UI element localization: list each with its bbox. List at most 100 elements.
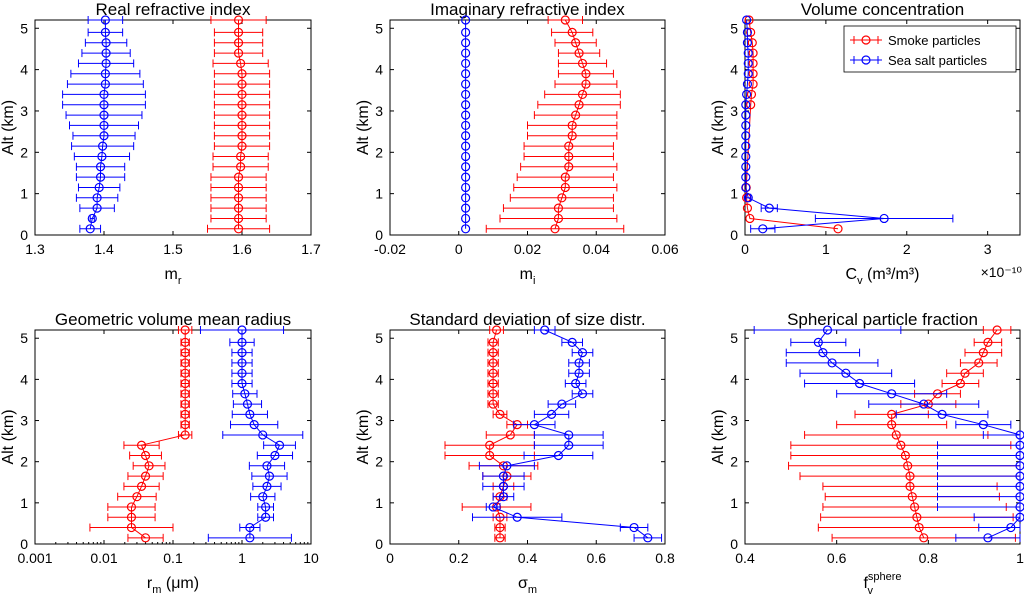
data-point: [233, 203, 244, 213]
data-point: [461, 15, 471, 25]
y-tick-label: 4: [20, 371, 28, 387]
data-point: [742, 15, 752, 25]
x-label-sub: i: [533, 275, 535, 287]
x-label-sub: m: [528, 584, 537, 596]
data-point: [914, 522, 924, 533]
data-point: [974, 358, 984, 368]
data-point: [258, 492, 268, 502]
data-point: [813, 337, 823, 347]
data-point: [101, 48, 111, 58]
data-point: [99, 120, 109, 131]
data-point: [495, 409, 505, 419]
x-axis-label: Cv (m³/m³): [846, 266, 920, 287]
x-tick-label: -0.02: [374, 241, 406, 257]
data-point: [237, 100, 247, 110]
data-point: [233, 193, 244, 203]
series-smoke: [89, 325, 193, 543]
legend-item-seasalt: Sea salt particles: [850, 53, 987, 68]
data-point: [571, 378, 581, 389]
series-seasalt: [62, 15, 146, 234]
data-point: [742, 203, 753, 213]
x-tick-label: 1: [238, 550, 246, 566]
data-point: [746, 27, 756, 38]
data-point: [564, 440, 574, 450]
data-point: [242, 399, 253, 409]
data-point: [571, 38, 581, 48]
data-point: [564, 151, 574, 162]
data-point: [502, 461, 512, 471]
panel-5: 0 0.2 0.4 0.6 0.8 0 1 2 3 4 5 Standard deviation of…: [355, 310, 675, 596]
x-tick-label: 0.02: [514, 241, 541, 257]
data-point: [937, 409, 947, 419]
legend-label: Sea salt particles: [888, 53, 987, 68]
data-point: [764, 203, 774, 213]
x-tick-label: 0.8: [919, 550, 939, 566]
x-tick-label: 0.4: [518, 550, 538, 566]
legend-item-smoke: Smoke particles: [850, 33, 981, 48]
panel-4: 0.001 0.01 0.1 1 10 0 1 2 3 4 5 Geometric volume me…: [0, 310, 319, 596]
data-point: [905, 471, 915, 481]
data-point: [233, 38, 244, 48]
series-line: [745, 19, 839, 230]
data-point: [567, 120, 577, 131]
legend: Smoke particles Sea salt particles: [843, 25, 1017, 73]
x-label-sub: m: [152, 584, 161, 596]
data-point: [758, 224, 768, 234]
data-point: [567, 337, 577, 347]
x-tick-label: 0.6: [827, 550, 847, 566]
series-seasalt: [199, 325, 304, 543]
data-point: [136, 481, 147, 491]
data-point: [564, 141, 574, 151]
data-point: [900, 450, 911, 461]
x-tick-label: 0.01: [90, 550, 117, 566]
data-point: [903, 461, 913, 471]
data-point: [746, 100, 756, 110]
data-point: [237, 348, 247, 358]
data-point: [745, 213, 755, 224]
data-point: [550, 224, 560, 234]
y-tick-label: 1: [20, 186, 28, 202]
data-point: [748, 58, 758, 69]
data-point: [180, 420, 190, 430]
data-point: [180, 348, 190, 358]
data-point: [261, 502, 271, 512]
data-point: [818, 348, 828, 358]
data-point: [827, 358, 837, 368]
data-point: [236, 58, 246, 69]
data-point: [1015, 440, 1024, 450]
data-point: [237, 89, 247, 100]
data-point: [744, 15, 754, 25]
data-point: [101, 38, 111, 48]
y-tick-label: 0: [20, 227, 28, 243]
data-point: [741, 182, 751, 193]
data-point: [560, 182, 570, 193]
data-point: [99, 100, 109, 110]
data-point: [233, 48, 244, 58]
axes-box: [744, 19, 1021, 236]
data-point: [180, 430, 190, 440]
data-point: [461, 172, 471, 182]
data-point: [564, 430, 574, 440]
x-label-main: m: [165, 266, 178, 283]
data-point: [237, 358, 247, 368]
data-point: [233, 182, 244, 193]
data-point: [741, 162, 751, 172]
data-point: [126, 522, 137, 533]
data-point: [461, 162, 471, 172]
x-label-main: r: [147, 575, 153, 592]
data-point: [262, 461, 272, 471]
data-point: [746, 89, 757, 100]
data-point: [629, 522, 639, 533]
data-point: [485, 450, 495, 461]
data-point: [237, 378, 247, 389]
panel-6: 0.4 0.6 0.8 1 0 1 2 3 4 5 Spherical particle fract…: [710, 310, 1024, 597]
data-point: [180, 337, 190, 347]
panel-3: 0 1 2 3 0 1 2 3 4 5 Volume concentration Alt (km) Cv…: [710, 0, 1022, 287]
data-point: [574, 100, 584, 110]
data-point: [560, 15, 570, 25]
x-tick-label: 0.04: [583, 241, 610, 257]
data-point: [574, 48, 584, 58]
data-point: [262, 481, 272, 491]
data-point: [887, 389, 897, 399]
data-point: [488, 348, 498, 358]
